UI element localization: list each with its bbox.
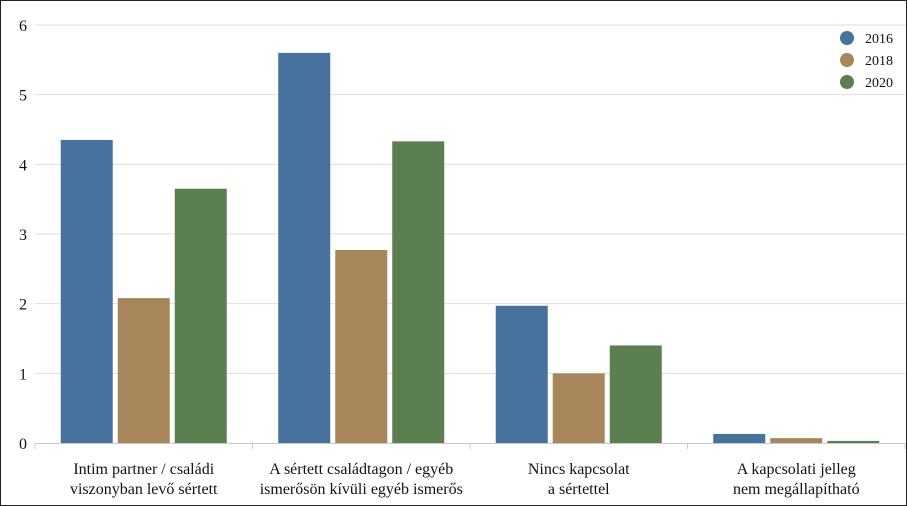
- y-tick-label: 4: [19, 157, 27, 174]
- x-category-label: viszonyban levő sértett: [70, 481, 218, 498]
- bar-2018-3: [552, 373, 605, 443]
- bar-2018-4: [770, 438, 823, 443]
- y-tick-label: 3: [19, 227, 27, 244]
- y-tick-label: 6: [19, 18, 27, 35]
- legend-label: 2020: [865, 76, 893, 91]
- bar-2020-2: [392, 141, 445, 444]
- y-tick-label: 1: [19, 366, 27, 383]
- bar-2016-2: [278, 52, 331, 443]
- bar-2016-1: [60, 139, 113, 443]
- bars: [60, 52, 880, 444]
- bar-2018-1: [117, 298, 170, 443]
- bar-2016-3: [495, 305, 548, 443]
- y-tick-label: 5: [19, 88, 27, 105]
- legend-swatch-2018: [840, 53, 854, 67]
- bar-2020-4: [827, 440, 880, 443]
- y-axis-ticks: 0 1 2 3 4 5 6: [19, 18, 27, 453]
- y-tick-label: 0: [19, 436, 27, 453]
- bar-2020-3: [609, 345, 662, 443]
- x-category-label: ismerősön kívüli egyéb ismerős: [260, 481, 463, 498]
- x-category-label: A kapcsolati jelleg: [737, 461, 856, 478]
- legend-label: 2018: [865, 54, 893, 69]
- x-category-label: nem megállapítható: [733, 481, 860, 498]
- legend-label: 2016: [865, 32, 893, 47]
- x-axis-labels: Intim partner / családi viszonyban levő s…: [70, 461, 860, 498]
- x-category-label: a sértettel: [548, 481, 610, 498]
- legend-swatch-2020: [840, 75, 854, 89]
- x-category-label: A sértett családtagon / egyéb: [269, 461, 453, 478]
- bar-2016-4: [713, 433, 766, 443]
- y-tick-label: 2: [19, 297, 27, 314]
- x-category-label: Intim partner / családi: [73, 461, 214, 478]
- x-category-label: Nincs kapcsolat: [528, 461, 630, 478]
- legend: 2016 2018 2020: [840, 31, 893, 91]
- axes: [34, 443, 906, 449]
- legend-swatch-2016: [840, 31, 854, 45]
- bar-2018-2: [335, 250, 388, 443]
- bar-2020-1: [174, 188, 227, 443]
